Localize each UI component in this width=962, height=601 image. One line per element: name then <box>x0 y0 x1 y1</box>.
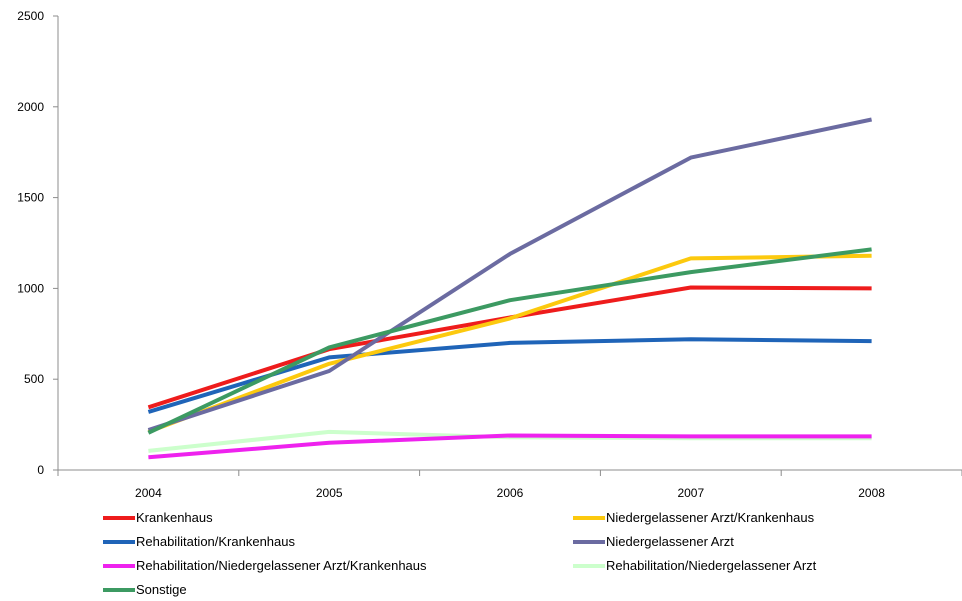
y-tick-label: 0 <box>37 463 44 477</box>
y-tick-label: 2500 <box>17 9 44 23</box>
y-tick-label: 500 <box>24 372 44 386</box>
x-tick-label: 2006 <box>497 486 524 500</box>
y-tick-label: 1000 <box>17 281 44 295</box>
legend-label: Rehabilitation/Niedergelassener Arzt/Kra… <box>136 558 427 573</box>
chart-legend: Krankenhaus Niedergelassener Arzt/Kranken… <box>103 510 817 597</box>
chart-axes <box>57 16 962 471</box>
x-tick-label: 2008 <box>858 486 885 500</box>
y-axis-ticks: 0 500 1000 1500 2000 2500 <box>17 9 58 477</box>
legend-label: Rehabilitation/Niedergelassener Arzt <box>606 558 817 573</box>
series-line-6 <box>147 247 872 435</box>
series-lines <box>147 117 873 460</box>
legend-label: Krankenhaus <box>136 510 213 525</box>
x-tick-label: 2005 <box>316 486 343 500</box>
legend-label: Niedergelassener Arzt <box>606 534 734 549</box>
legend-label: Rehabilitation/Krankenhaus <box>136 534 295 549</box>
y-tick-label: 2000 <box>17 100 44 114</box>
legend-label: Niedergelassener Arzt/Krankenhaus <box>606 510 815 525</box>
series-line-4 <box>148 433 872 460</box>
x-tick-label: 2004 <box>135 486 162 500</box>
series-line-2 <box>147 337 872 414</box>
y-tick-label: 1500 <box>17 191 44 205</box>
x-axis-ticks: 2004 2005 2006 2007 2008 <box>57 470 962 500</box>
series-line-3 <box>147 117 873 432</box>
series-line-1 <box>147 253 872 434</box>
x-tick-label: 2007 <box>677 486 704 500</box>
legend-label: Sonstige <box>136 582 187 597</box>
